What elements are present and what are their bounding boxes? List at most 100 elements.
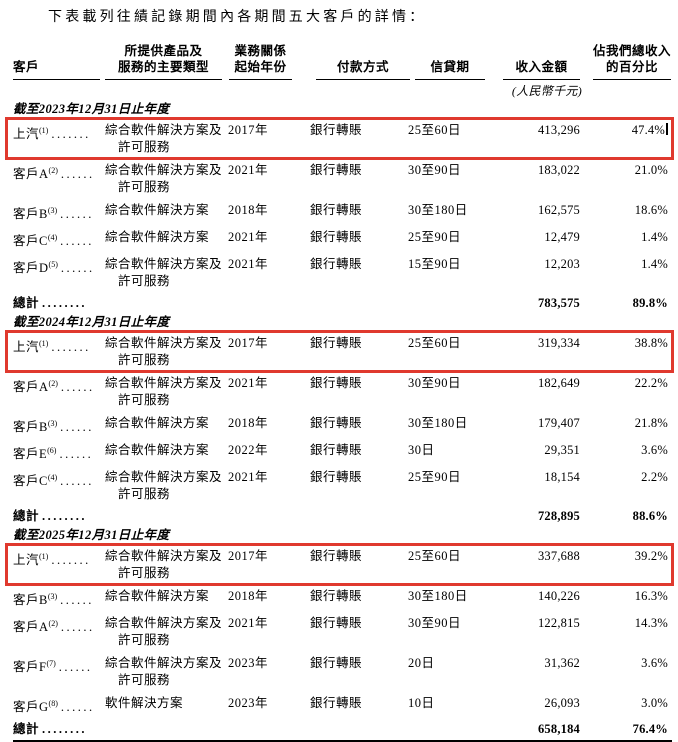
cell-revenue: 29,351 (544, 443, 580, 457)
type-line: 綜合軟件解決方案 (105, 443, 210, 457)
cell-credit: 15至90日 (408, 257, 462, 271)
empty-cell (228, 721, 310, 738)
total-percentage: 88.6% (632, 509, 668, 523)
cell-start-year: 2021年 (228, 257, 269, 271)
cell-percentage: 2.2% (641, 470, 668, 484)
type-line: 綜合軟件解決方案及 (105, 470, 223, 484)
cell-customer: 客戶C(4)...... (13, 229, 105, 250)
cell-percentage-wrap: 21.8% (580, 415, 672, 436)
col-revenue-label: 收入金額 (515, 60, 568, 74)
cell-credit: 25至60日 (408, 549, 462, 563)
cell-customer: 客戶G(8)...... (13, 695, 105, 716)
dot-leader: ...... (58, 660, 93, 674)
total-label: 總計 (13, 509, 40, 523)
customer-name: 上汽 (13, 553, 40, 567)
empty-cell (228, 508, 310, 525)
customer-row: 客戶A(2)...... 綜合軟件解決方案及 許可服務 2021年 銀行轉賬 30… (13, 159, 672, 199)
cell-payment: 銀行轉賬 (310, 470, 363, 484)
type-line: 許可服務 (118, 353, 171, 367)
dot-leader: ....... (51, 127, 91, 141)
cell-percentage: 1.4% (641, 230, 668, 244)
cell-payment: 銀行轉賬 (310, 376, 363, 390)
cell-revenue: 12,479 (544, 230, 580, 244)
cell-percentage: 38.8% (634, 336, 668, 350)
cell-customer: 客戶B(3)...... (13, 202, 105, 223)
cell-percentage: 21.0% (634, 163, 668, 177)
cell-type: 綜合軟件解決方案及許可服務 (105, 469, 228, 503)
cell-type: 綜合軟件解決方案及 許可服務 (105, 655, 228, 689)
cell-type: 綜合軟件解決方案及 許可服務 (105, 335, 228, 369)
dot-leader: ...... (60, 474, 94, 488)
cell-percentage: 14.3% (634, 616, 668, 630)
cell-revenue: 140,226 (537, 589, 580, 603)
cell-percentage: 3.6% (641, 443, 668, 457)
empty-cell (408, 721, 503, 738)
cell-credit: 30至90日 (408, 163, 462, 177)
cell-revenue: 319,334 (537, 336, 580, 350)
dot-leader: ...... (60, 420, 94, 434)
footnote-marker: (4) (47, 233, 58, 242)
cell-credit: 30至180日 (408, 589, 468, 603)
cell-start-year: 2023年 (228, 656, 269, 670)
cell-percentage-wrap: 14.3% (580, 615, 672, 649)
dot-leader: ...... (60, 234, 94, 248)
cell-type: 綜合軟件解決方案及 許可服務 (105, 122, 228, 156)
cell-credit: 30至180日 (408, 203, 468, 217)
cell-percentage: 18.6% (634, 203, 668, 217)
col-credit-label: 信貸期 (430, 60, 470, 74)
type-line: 許可服務 (118, 393, 171, 407)
type-line: 綜合軟件解決方案 (105, 230, 210, 244)
footnote-marker: (1) (39, 339, 49, 348)
customer-row: 客戶C(4)...... 綜合軟件解決方案及 許可服務 2021年 銀行轉賬 25… (13, 466, 672, 506)
cell-start-year: 2021年 (228, 376, 269, 390)
total-row: 總計........ 658,184 76.4% (13, 719, 672, 739)
cell-start-year: 2021年 (228, 163, 269, 177)
customer-row: 上汽(1)....... 綜合軟件解決方案及 許可服務 2017年 銀行轉賬 25… (5, 543, 674, 586)
total-label: 總計 (13, 722, 40, 736)
cell-start-year: 2022年 (228, 443, 269, 457)
footnote-marker: (7) (46, 659, 56, 668)
cell-credit: 10日 (408, 696, 435, 710)
customer-row: 客戶E(6)...... 綜合軟件解決方案 2022年 銀行轉賬 30日 29,… (13, 439, 672, 466)
cell-percentage-wrap: 21.0% (580, 162, 672, 196)
cell-start-year: 2023年 (228, 696, 269, 710)
total-revenue: 728,895 (537, 509, 580, 523)
customer-name: 客戶C (13, 474, 48, 488)
cell-percentage: 39.2% (634, 549, 668, 563)
customer-row: 客戶B(3)...... 綜合軟件解決方案 2018年 銀行轉賬 30至180日… (13, 199, 672, 226)
type-line: 軟件解決方案 (105, 696, 184, 710)
cell-payment: 銀行轉賬 (310, 257, 363, 271)
cell-revenue: 182,649 (537, 376, 580, 390)
customer-name: 客戶A (13, 167, 49, 181)
total-row: 總計........ 783,575 89.8% (13, 293, 672, 313)
footnote-marker: (5) (48, 260, 58, 269)
customer-name: 客戶C (13, 234, 48, 248)
cell-credit: 25至90日 (408, 230, 462, 244)
total-percentage: 89.8% (632, 296, 668, 310)
col-start-year-label-line2: 起始年份 (234, 60, 287, 74)
type-line: 綜合軟件解決方案及 (105, 163, 223, 177)
type-line: 許可服務 (118, 673, 171, 687)
cell-start-year: 2021年 (228, 470, 269, 484)
total-revenue: 783,575 (537, 296, 580, 310)
cell-payment: 銀行轉賬 (310, 416, 363, 430)
empty-cell (228, 295, 310, 312)
customer-name: 上汽 (13, 340, 40, 354)
cell-customer: 客戶B(3)...... (13, 415, 105, 436)
section-header: 截至2023年12月31日止年度 (13, 102, 170, 116)
cell-percentage: 3.0% (641, 696, 668, 710)
customer-row: 上汽(1)....... 綜合軟件解決方案及 許可服務 2017年 銀行轉賬 25… (5, 117, 674, 160)
col-start-year-label-line1: 業務關係 (234, 44, 287, 58)
type-line: 許可服務 (118, 180, 171, 194)
cell-percentage: 21.8% (634, 416, 668, 430)
col-payment-label: 付款方式 (336, 60, 389, 74)
customer-row: 客戶A(2)...... 綜合軟件解決方案及 許可服務 2021年 銀行轉賬 30… (13, 372, 672, 412)
type-line: 綜合軟件解決方案及 (105, 376, 223, 390)
type-line: 許可服務 (118, 487, 171, 501)
cell-revenue: 413,296 (537, 123, 580, 137)
dot-leader: ...... (60, 593, 94, 607)
section-rows: 上汽(1)....... 綜合軟件解決方案及 許可服務 2017年 銀行轉賬 25… (5, 543, 674, 719)
dot-leader: ....... (51, 340, 91, 354)
cell-type: 軟件解決方案 (105, 695, 228, 716)
customer-name: 客戶A (13, 380, 49, 394)
